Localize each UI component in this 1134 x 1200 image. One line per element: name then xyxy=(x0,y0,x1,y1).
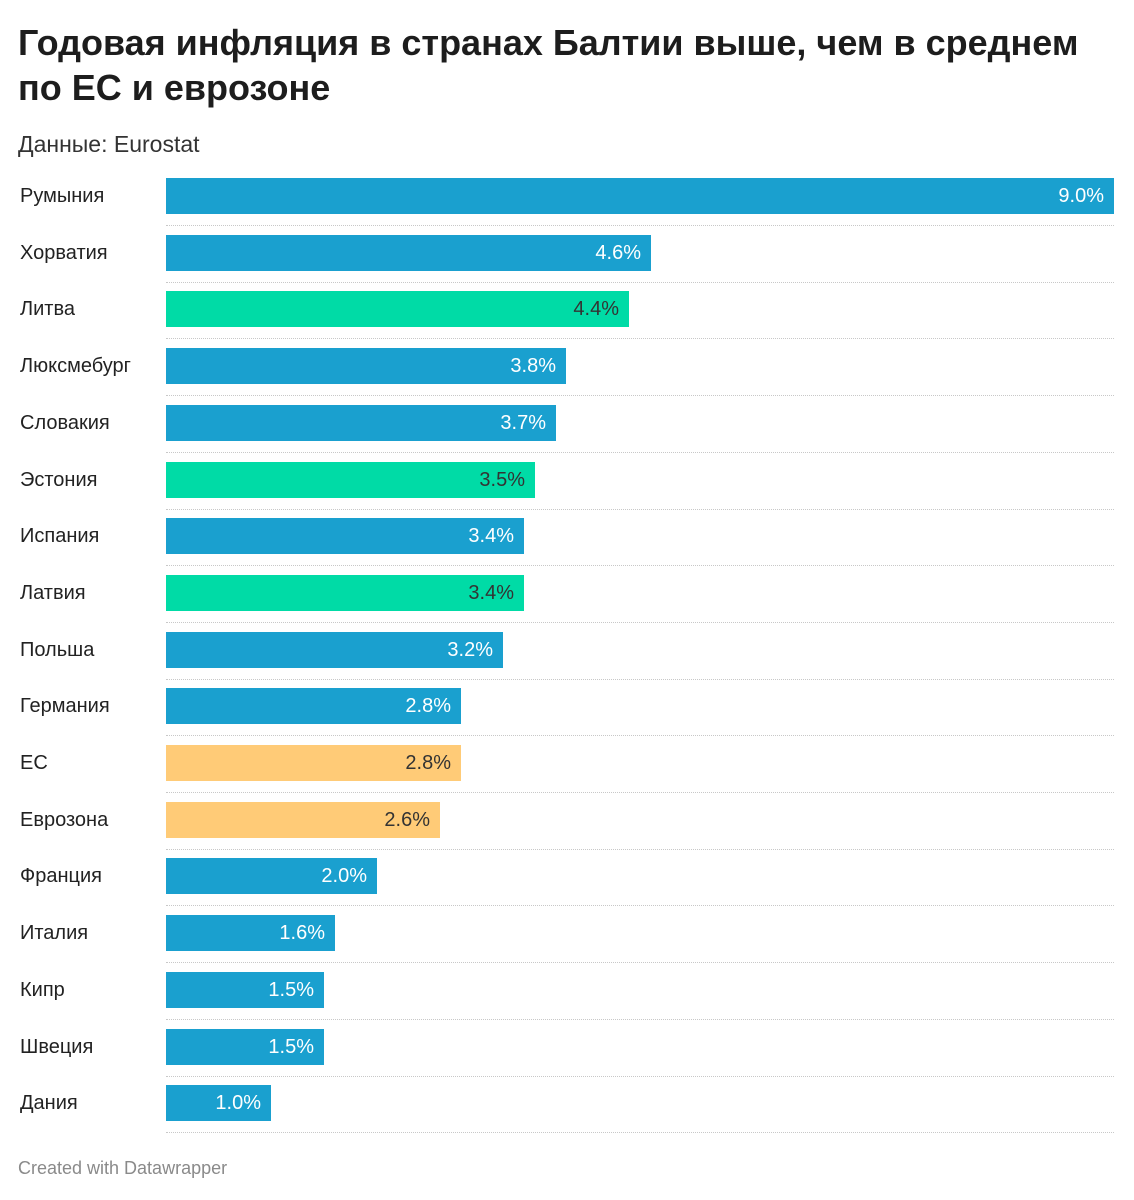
row-divider xyxy=(166,621,1114,623)
row-divider xyxy=(166,225,1114,226)
row-divider xyxy=(166,962,1114,964)
row-divider xyxy=(166,451,1114,453)
table-row: Германия 2.8% xyxy=(0,680,1134,737)
row-divider xyxy=(166,395,1114,397)
category-label: Еврозона xyxy=(20,808,109,831)
row-divider xyxy=(166,338,1114,340)
data-label: 1.5% xyxy=(268,1035,314,1058)
bar-chart: Румыния 9.0% Хорватия 4.6% Литва 4.4% Люксмебу… xyxy=(0,170,1134,1134)
bar xyxy=(166,1085,271,1122)
category-label: Словакия xyxy=(20,411,110,434)
bar xyxy=(166,915,335,952)
bar xyxy=(166,461,535,498)
table-row: Словакия 3.7% xyxy=(0,397,1134,453)
category-label: ЕС xyxy=(20,752,48,774)
table-row: Еврозона 2.6% xyxy=(0,794,1134,850)
table-row: Хорватия 4.6% xyxy=(0,227,1134,283)
row-divider xyxy=(166,848,1114,850)
table-row: Франция 2.0% xyxy=(0,850,1134,907)
bar xyxy=(166,631,503,668)
row-divider xyxy=(166,905,1114,907)
bar xyxy=(166,801,440,838)
bar xyxy=(166,518,524,555)
bar xyxy=(166,971,324,1008)
data-label: 2.0% xyxy=(321,865,367,888)
row-divider xyxy=(166,508,1114,510)
table-row: Дания 1.0% xyxy=(0,1077,1134,1134)
row-divider xyxy=(166,678,1114,680)
table-row: Польша 3.2% xyxy=(0,624,1134,680)
bar xyxy=(166,234,651,271)
data-label: 9.0% xyxy=(1058,185,1104,207)
bar xyxy=(166,1028,324,1065)
table-row: Люксмебург 3.8% xyxy=(0,340,1134,397)
table-row: Швеция 1.5% xyxy=(0,1021,1134,1077)
datawrapper-credit: Created with Datawrapper xyxy=(18,1158,228,1178)
category-label: Дания xyxy=(20,1092,78,1115)
bar xyxy=(166,178,1114,214)
row-divider xyxy=(166,792,1114,793)
category-label: Германия xyxy=(20,695,110,718)
data-label: 2.6% xyxy=(384,808,430,831)
category-label: Испания xyxy=(20,525,100,548)
bar xyxy=(166,745,461,781)
bar xyxy=(166,291,629,328)
category-label: Франция xyxy=(20,865,102,888)
table-row: Эстония 3.5% xyxy=(0,454,1134,510)
category-label: Хорватия xyxy=(20,241,108,264)
row-divider xyxy=(166,565,1114,567)
data-label: 3.8% xyxy=(510,355,556,378)
category-label: Эстония xyxy=(20,468,98,491)
data-label: 1.0% xyxy=(215,1092,261,1115)
table-row: Кипр 1.5% xyxy=(0,964,1134,1020)
category-label: Люксмебург xyxy=(20,355,131,378)
bar xyxy=(166,574,524,611)
category-label: Литва xyxy=(20,298,75,321)
data-label: 1.6% xyxy=(279,922,325,945)
category-label: Кипр xyxy=(20,978,65,1001)
category-label: Латвия xyxy=(20,581,86,604)
table-row: Румыния 9.0% xyxy=(0,170,1134,226)
data-label: 3.4% xyxy=(468,581,514,604)
category-label: Швеция xyxy=(20,1035,94,1058)
bar xyxy=(166,348,566,385)
table-row: Литва 4.4% xyxy=(0,283,1134,340)
category-label: Румыния xyxy=(20,185,105,207)
table-row: Италия 1.6% xyxy=(0,907,1134,964)
category-label: Италия xyxy=(20,922,89,945)
row-divider xyxy=(166,735,1114,737)
data-label: 3.2% xyxy=(447,638,493,661)
bar xyxy=(166,688,461,725)
data-label: 4.6% xyxy=(595,241,641,264)
row-divider xyxy=(166,1075,1114,1077)
chart-subtitle: Данные: Eurostat xyxy=(18,131,200,157)
row-divider xyxy=(166,1132,1114,1134)
data-label: 1.5% xyxy=(268,978,314,1001)
data-label: 2.8% xyxy=(405,752,451,774)
chart-title: Годовая инфляция в странах Балтии выше, … xyxy=(18,22,1079,108)
table-row: Испания 3.4% xyxy=(0,510,1134,567)
bar xyxy=(166,404,556,441)
data-label: 3.4% xyxy=(468,525,514,548)
row-divider xyxy=(166,1018,1114,1020)
data-label: 3.7% xyxy=(500,411,546,434)
bar xyxy=(166,858,377,895)
row-divider xyxy=(166,281,1114,283)
table-row: ЕС 2.8% xyxy=(0,737,1134,793)
table-row: Латвия 3.4% xyxy=(0,567,1134,623)
category-label: Польша xyxy=(20,638,95,661)
data-label: 2.8% xyxy=(405,695,451,718)
data-label: 3.5% xyxy=(479,468,525,491)
data-label: 4.4% xyxy=(573,298,619,321)
